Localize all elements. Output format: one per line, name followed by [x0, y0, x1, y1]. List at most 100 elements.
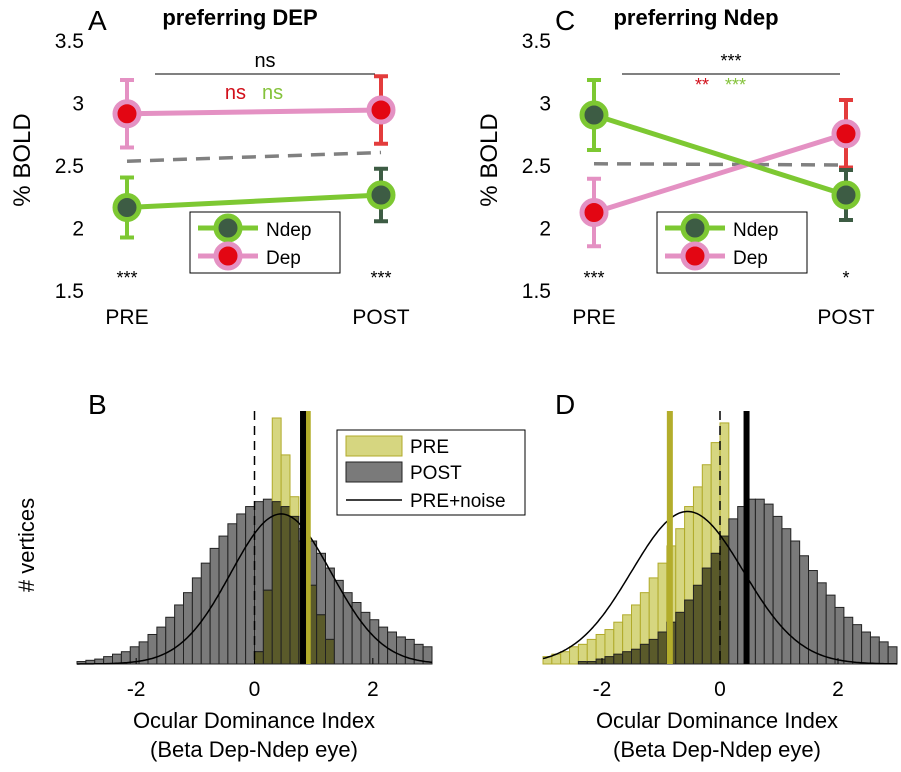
d-pre-bar — [684, 506, 694, 601]
c-dep-point — [831, 119, 861, 149]
b-post-bar — [227, 523, 238, 665]
panel-a-title: preferring DEP — [162, 5, 317, 30]
b-overlap-bar — [280, 506, 291, 665]
b-post-bar — [342, 592, 353, 665]
panel-c-pre-sig: *** — [583, 268, 604, 288]
panel-label-d: D — [555, 389, 575, 420]
a-dep-point — [112, 99, 142, 129]
b-overlap-bar — [325, 638, 335, 665]
a-ndep-line — [126, 192, 382, 210]
d-overlap-bar — [675, 611, 686, 665]
c-dep-line — [593, 131, 847, 215]
a-ytick-label: 1.5 — [55, 280, 84, 303]
panel-a-pre-sig: *** — [116, 268, 137, 288]
d-pre-bar — [701, 464, 712, 569]
d-pre-bar — [569, 646, 579, 665]
d-pre-bar — [639, 592, 650, 645]
panel-label-a: A — [88, 5, 107, 36]
panel-c-legend-ndep-marker — [680, 213, 710, 243]
d-overlap-bar — [684, 599, 694, 665]
panel-label-b: B — [88, 389, 107, 420]
a-ytick-label: 3 — [72, 93, 84, 116]
d-post-bar — [869, 636, 880, 665]
d-pre-bar — [710, 442, 721, 554]
d-pre-bar — [675, 528, 686, 613]
d-overlap-bar — [613, 653, 624, 665]
b-overlap-bar — [262, 589, 273, 665]
b-post-bar — [360, 611, 371, 665]
d-post-bar — [763, 503, 774, 665]
panel-a-dep-test: ns — [225, 82, 246, 104]
b-post-bar — [200, 562, 211, 665]
panel-b-histogram: # vertices -2 0 2 Ocular Dominance Index (… — [14, 411, 526, 762]
d-xtick-label: 2 — [832, 678, 844, 701]
b-post-bar — [174, 604, 184, 665]
c-ytick-label: 2 — [539, 218, 551, 241]
b-post-bar — [369, 619, 380, 665]
c-xtick-label: POST — [817, 306, 874, 329]
panel-d-xlabel2: (Beta Dep-Ndep eye) — [613, 737, 821, 762]
d-post-bar — [878, 641, 889, 665]
c-ndep-line — [593, 112, 847, 198]
d-overlap-bar — [577, 661, 588, 665]
panel-a-mean-line — [126, 150, 382, 163]
d-post-bar — [781, 528, 792, 665]
panel-a-bracket-label: ns — [254, 50, 275, 72]
b-post-bar — [387, 631, 397, 665]
d-pre-bar — [657, 562, 668, 633]
d-overlap-bar — [710, 552, 721, 665]
d-post-bar — [772, 515, 783, 665]
d-pre-bar — [648, 577, 659, 640]
b-overlap-bar — [254, 651, 264, 665]
d-pre-bar — [631, 604, 641, 650]
panel-b-legend: PRE POST PRE+noise — [336, 429, 526, 516]
b-post-bar — [245, 506, 255, 665]
c-ytick-label: 3 — [539, 93, 551, 116]
c-ndep-point — [831, 180, 861, 210]
a-xtick-label: POST — [352, 306, 409, 329]
d-post-bar — [843, 616, 854, 665]
c-xtick-label: PRE — [572, 306, 615, 329]
b-post-bar — [236, 513, 247, 665]
panel-a-legend-ndep: Ndep — [266, 220, 311, 241]
d-post-bar — [728, 518, 739, 665]
d-overlap-bar — [586, 661, 597, 665]
panel-c-title: preferring Ndep — [613, 5, 778, 30]
panel-a-ylabel: % BOLD — [9, 113, 36, 206]
b-pre-bar — [271, 417, 282, 503]
b-post-bar — [325, 567, 335, 640]
panel-b-legend-pre-swatch — [345, 435, 403, 457]
panel-d-histogram: -2 0 2 Ocular Dominance Index (Beta Dep-Nd… — [542, 411, 898, 762]
panel-b-xlabel2: (Beta Dep-Ndep eye) — [150, 737, 358, 762]
d-post-bar — [852, 624, 863, 665]
panel-a-legend-dep-marker — [213, 241, 243, 271]
panel-label-c: C — [555, 5, 575, 36]
d-pre-bar — [560, 651, 571, 665]
panel-c-line-chart: preferring Ndep % BOLD 1.5 2 2.5 3 3.5 PRE PO… — [476, 5, 875, 329]
a-ytick-label: 2 — [72, 218, 84, 241]
panel-d-xlabel: Ocular Dominance Index — [596, 708, 838, 733]
d-overlap-bar — [657, 631, 668, 665]
b-post-bar — [396, 636, 406, 665]
b-post-bar — [218, 535, 229, 665]
panel-a-legend-dep: Dep — [266, 248, 301, 269]
a-ndep-point — [112, 193, 142, 222]
b-post-bar — [316, 552, 326, 616]
b-xtick-label: 2 — [367, 678, 379, 701]
d-pre-bar — [613, 621, 624, 655]
d-overlap-bar — [692, 584, 703, 665]
b-xtick-label: -2 — [127, 678, 146, 701]
b-post-bar — [191, 577, 202, 665]
b-post-bar — [422, 646, 433, 665]
panel-c-dep-test: ** — [695, 75, 709, 95]
d-overlap-bar — [622, 651, 633, 665]
b-xtick-label: 0 — [249, 678, 261, 701]
panel-b-legend-pre: PRE — [410, 437, 449, 458]
d-post-bar — [861, 631, 871, 665]
b-post-bar — [262, 498, 273, 591]
d-post-bar — [754, 498, 765, 665]
d-post-bar — [790, 540, 801, 665]
panel-c-bracket-label: *** — [720, 51, 741, 71]
d-post-bar — [816, 582, 827, 665]
